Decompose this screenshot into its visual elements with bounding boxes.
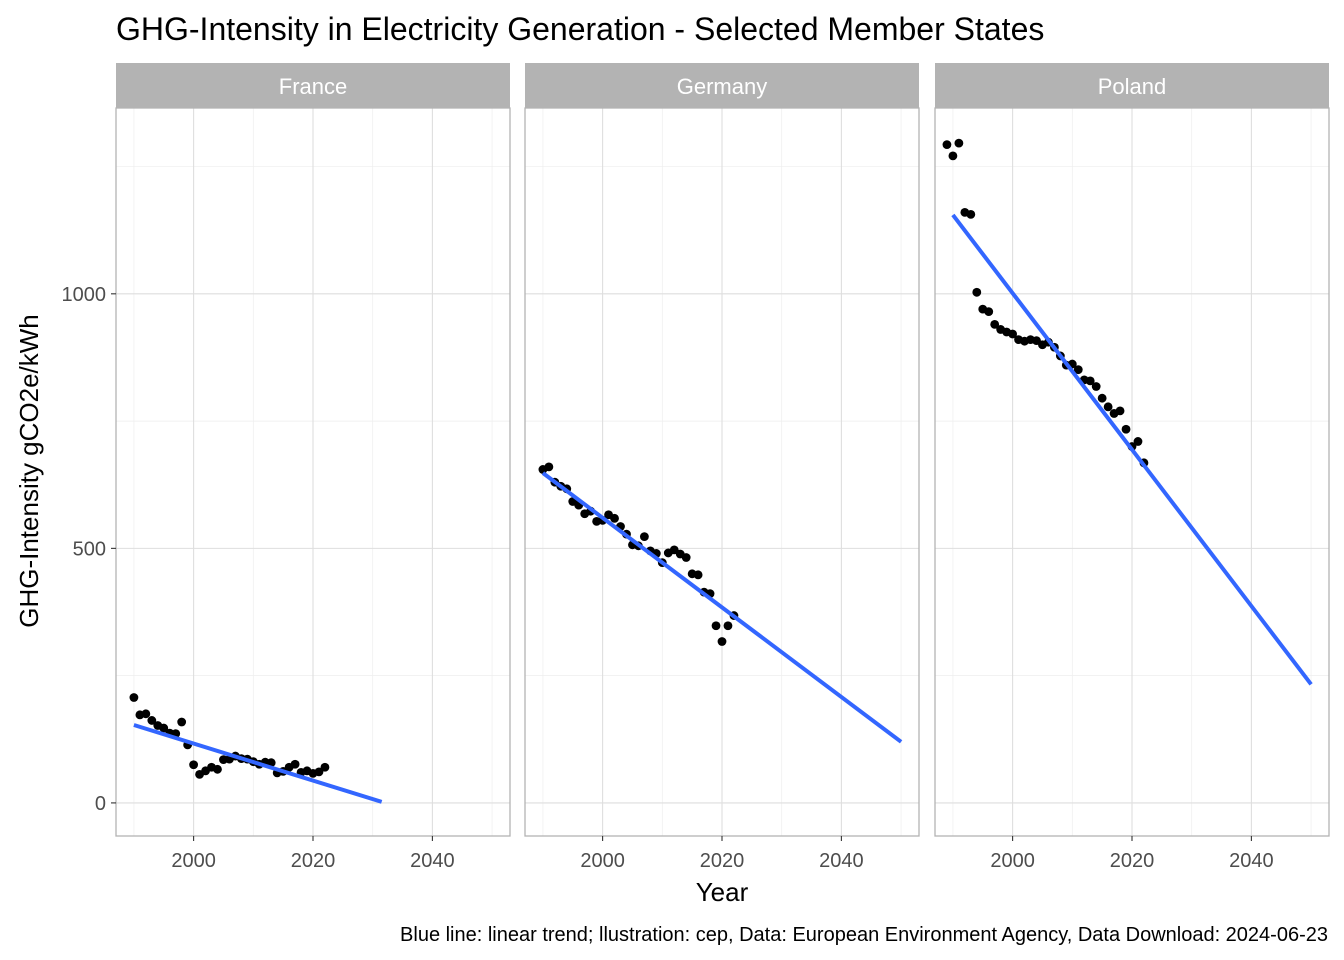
facet-germany: Germany 2000 2020 2040 — [524, 63, 920, 872]
data-point — [189, 760, 199, 770]
x-tick-label: 2000 — [171, 850, 216, 872]
data-point — [681, 553, 691, 562]
gridlines — [116, 108, 510, 836]
x-tick-label: 2040 — [410, 850, 455, 872]
facet-strip — [525, 63, 919, 108]
chart-title: GHG-Intensity in Electricity Generation … — [116, 11, 1044, 47]
data-point — [1097, 393, 1107, 403]
x-tick-label: 2000 — [580, 850, 625, 872]
data-point — [717, 637, 727, 646]
y-tick-label: 0 — [95, 793, 106, 815]
y-tick-label: 1000 — [62, 284, 107, 306]
data-point — [314, 767, 324, 777]
data-point — [1103, 402, 1113, 412]
x-axis-title: Year — [696, 877, 749, 907]
data-point — [711, 621, 721, 631]
chart-caption: Blue line: linear trend; llustration: ce… — [400, 924, 1328, 946]
data-points — [942, 138, 1149, 468]
data-point — [159, 723, 169, 733]
y-axis-title: GHG-Intensity gCO2e/kWh — [14, 314, 44, 628]
x-tick-label: 2040 — [1229, 850, 1274, 872]
x-tick-label: 2020 — [1110, 850, 1155, 872]
data-point — [693, 570, 703, 580]
data-point — [320, 762, 330, 772]
trend-line — [133, 723, 383, 804]
data-point — [1115, 406, 1125, 416]
x-tick-label: 2020 — [291, 850, 336, 872]
gridlines — [525, 108, 919, 836]
data-point — [972, 287, 982, 297]
facet-panels: France 2000 2020 2040 0 500 1000 Germany 2000 202… — [62, 63, 1330, 872]
x-tick-label: 2020 — [700, 850, 745, 872]
data-point — [723, 621, 733, 631]
data-point — [1091, 382, 1101, 391]
trend-line — [951, 213, 1313, 686]
data-point — [1008, 329, 1018, 339]
facet-poland: Poland 2000 2020 2040 — [934, 63, 1330, 872]
data-point — [1121, 424, 1131, 434]
x-tick-label: 2000 — [990, 850, 1035, 872]
data-point — [966, 210, 976, 219]
facet-strip-label: France — [279, 74, 347, 99]
data-point — [290, 759, 300, 769]
data-point — [544, 462, 554, 472]
data-point — [177, 717, 187, 727]
gridlines — [935, 108, 1329, 836]
facet-strip — [935, 63, 1329, 108]
data-point — [1073, 365, 1083, 375]
data-points — [538, 462, 739, 646]
data-point — [141, 709, 151, 719]
data-point — [129, 693, 139, 702]
data-point — [610, 513, 619, 523]
data-points — [129, 693, 330, 779]
data-point — [1085, 376, 1095, 386]
facet-strip-label: Germany — [677, 74, 767, 99]
data-point — [948, 151, 958, 161]
data-point — [147, 716, 157, 725]
trend-line — [541, 471, 903, 744]
data-point — [213, 764, 222, 774]
data-point — [942, 140, 952, 150]
data-point — [990, 319, 1000, 329]
facet-strip — [116, 63, 510, 108]
data-point — [639, 532, 649, 542]
data-point — [984, 307, 994, 317]
facet-strip-label: Poland — [1098, 74, 1167, 99]
x-tick-label: 2040 — [819, 850, 864, 872]
facet-france: France 2000 2020 2040 0 500 1000 — [62, 63, 511, 872]
data-point — [954, 138, 964, 148]
y-tick-label: 500 — [73, 538, 106, 560]
data-point — [1133, 437, 1143, 446]
